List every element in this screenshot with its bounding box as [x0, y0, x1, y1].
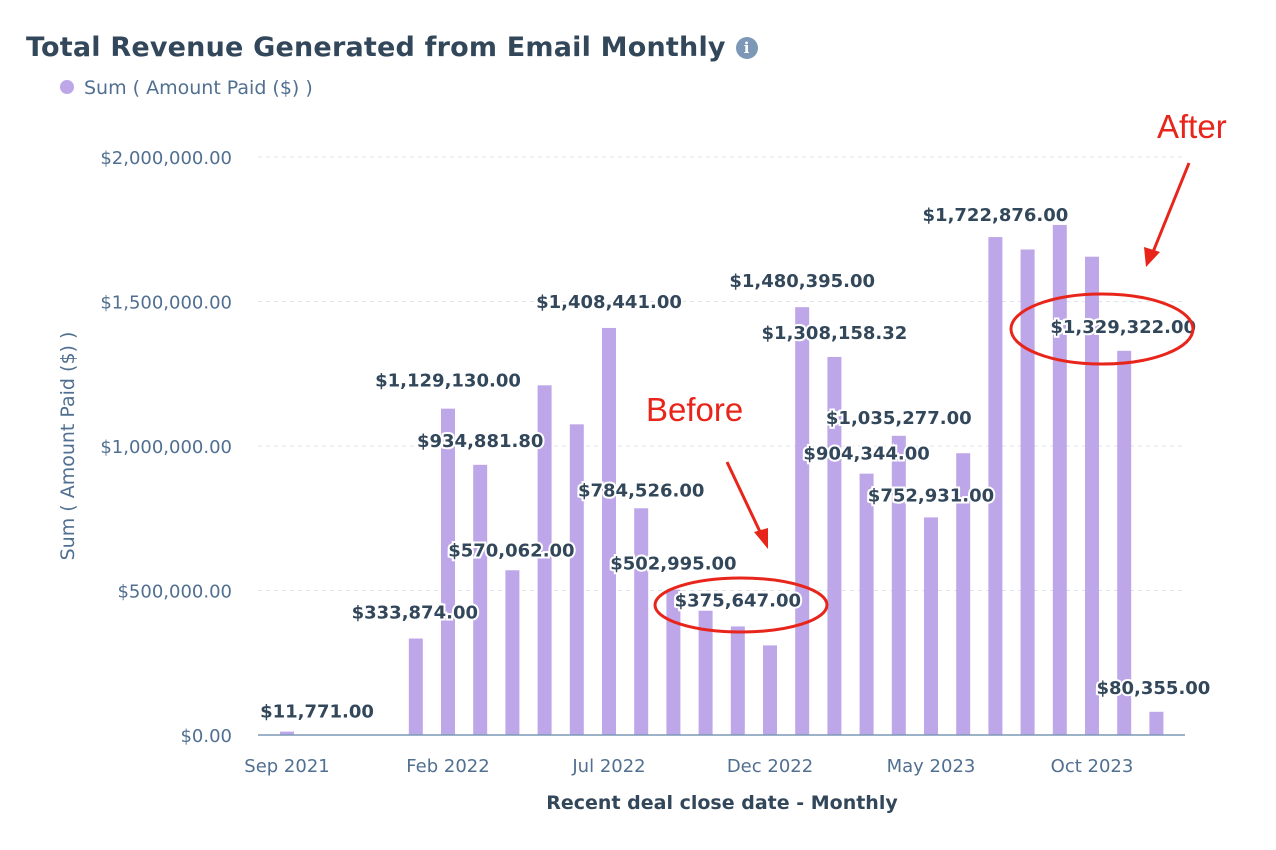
bar[interactable] — [1020, 249, 1035, 736]
chart-title-text: Total Revenue Generated from Email Month… — [26, 32, 726, 63]
legend-swatch — [60, 80, 74, 94]
before-highlight-ellipse — [653, 576, 829, 634]
y-tick-label: $1,500,000.00 — [100, 293, 232, 314]
info-icon[interactable]: i — [735, 37, 758, 59]
data-label: $1,408,441.00 — [536, 292, 682, 313]
bar[interactable] — [569, 424, 584, 735]
before-label: Before — [646, 391, 743, 428]
data-label: $1,480,395.00 — [729, 271, 875, 292]
after-arrow — [1151, 162, 1191, 253]
after-annotation: After — [1009, 108, 1227, 366]
bar[interactable] — [505, 570, 520, 735]
data-label: $1,722,876.00 — [923, 205, 1069, 226]
before-arrowhead — [754, 528, 768, 549]
bar[interactable] — [1085, 256, 1099, 735]
data-label: $934,881.80 — [417, 431, 543, 452]
bar[interactable] — [1117, 350, 1132, 735]
data-label: $11,771.00 — [260, 702, 374, 723]
bar[interactable] — [730, 626, 745, 735]
bar[interactable] — [1052, 224, 1067, 736]
bar[interactable] — [602, 327, 616, 735]
chart-title: Total Revenue Generated from Email Month… — [26, 32, 758, 63]
x-tick-label: Feb 2022 — [406, 756, 489, 777]
before-arrow — [725, 461, 764, 537]
legend-label: Sum ( Amount Paid ($) ) — [84, 77, 313, 99]
gridlines — [258, 156, 1185, 591]
after-highlight-ellipse — [1009, 292, 1195, 366]
y-tick-label: $500,000.00 — [117, 582, 232, 603]
data-label: $502,995.00 — [610, 554, 736, 575]
x-tick-label: Dec 2022 — [727, 756, 813, 777]
data-label: $1,308,158.32 — [762, 323, 908, 344]
bar[interactable] — [1149, 711, 1164, 735]
bar[interactable] — [956, 453, 971, 735]
y-tick-label: $2,000,000.00 — [100, 148, 232, 169]
bar[interactable] — [473, 464, 488, 735]
data-label: $1,329,322.00 — [1050, 317, 1196, 338]
bar[interactable] — [763, 645, 777, 735]
data-label: $752,931.00 — [868, 485, 994, 506]
x-tick-label: Jul 2022 — [571, 756, 645, 777]
bar[interactable] — [408, 638, 423, 735]
x-tick-label: Sep 2021 — [244, 756, 329, 777]
x-tick-label: May 2023 — [887, 756, 976, 777]
y-tick-label: $1,000,000.00 — [100, 437, 232, 458]
bar[interactable] — [280, 731, 294, 735]
data-label: $784,526.00 — [578, 480, 704, 501]
data-label: $80,355.00 — [1096, 678, 1210, 699]
data-label: $375,647.00 — [675, 590, 801, 611]
after-arrowhead — [1144, 247, 1160, 267]
bar[interactable] — [924, 517, 938, 735]
chart-legend[interactable]: Sum ( Amount Paid ($) ) — [60, 77, 313, 99]
bar[interactable] — [891, 435, 906, 735]
data-label: $1,035,277.00 — [826, 408, 972, 429]
bar[interactable] — [827, 356, 842, 735]
bar[interactable] — [441, 408, 455, 735]
x-axis-title: Recent deal close date - Monthly — [546, 792, 898, 814]
bars — [280, 224, 1164, 736]
data-label: $1,129,130.00 — [375, 371, 521, 392]
data-labels: $11,771.00 $333,874.00 $1,129,130.00 $934,8… — [258, 203, 1212, 725]
bar[interactable] — [795, 307, 810, 735]
bar[interactable] — [988, 237, 1003, 735]
data-label: $333,874.00 — [352, 603, 478, 624]
x-axis-ticks: Sep 2021 Feb 2022 Jul 2022 Dec 2022 May 2023… — [244, 756, 1133, 777]
bar[interactable] — [698, 610, 713, 735]
bar[interactable] — [537, 385, 552, 735]
bar[interactable] — [666, 589, 681, 735]
y-axis-title: Sum ( Amount Paid ($) ) — [57, 332, 79, 561]
before-annotation: Before — [646, 391, 829, 634]
data-label: $570,062.00 — [448, 540, 574, 561]
bar[interactable] — [859, 473, 874, 735]
bar[interactable] — [634, 508, 649, 735]
x-tick-label: Oct 2023 — [1051, 756, 1134, 777]
data-label: $904,344.00 — [803, 444, 929, 465]
after-label: After — [1157, 108, 1227, 145]
y-tick-label: $0.00 — [180, 726, 232, 747]
y-axis-ticks: $0.00 $500,000.00 $1,000,000.00 $1,500,000.… — [100, 148, 232, 747]
